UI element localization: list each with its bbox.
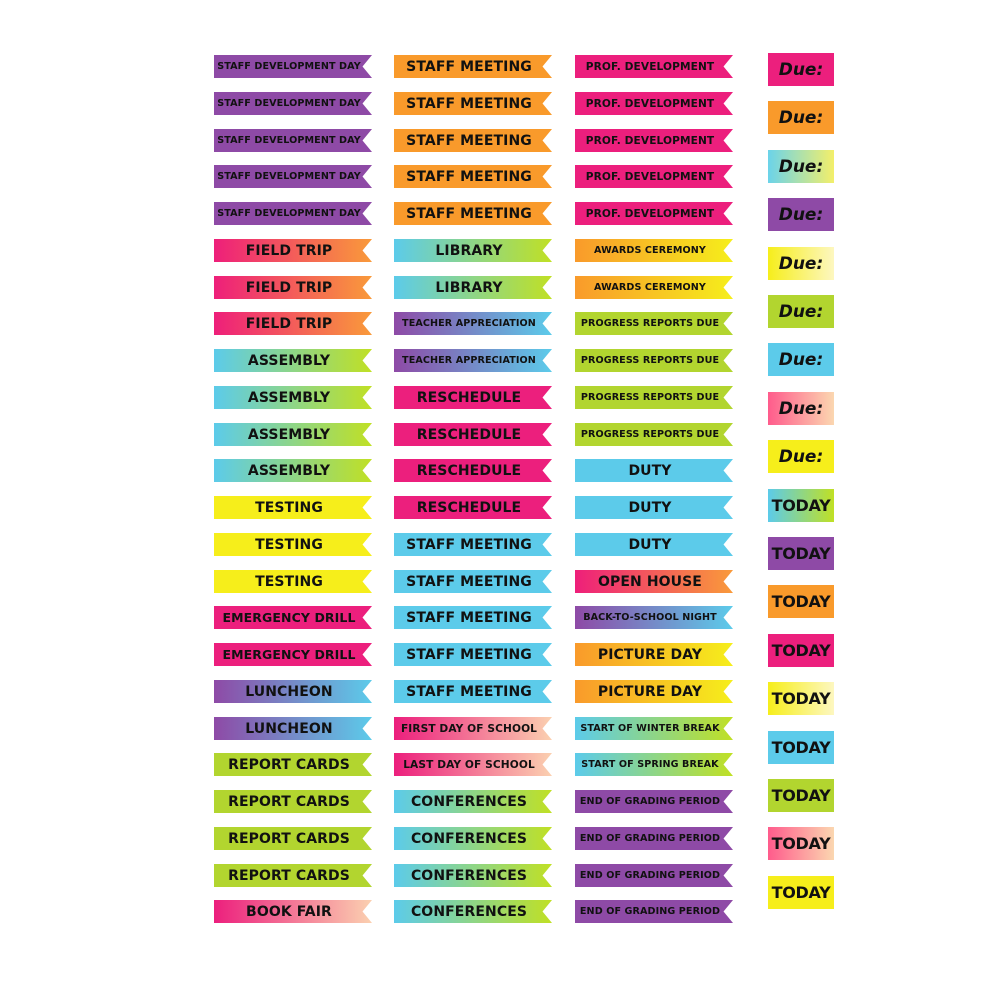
banner-sticker-reschedule: RESCHEDULE — [394, 386, 552, 409]
banner-sticker-report-cards: REPORT CARDS — [214, 864, 372, 887]
banner-sticker-emergency-drill: EMERGENCY DRILL — [214, 643, 372, 666]
banner-sticker-staff-development-day: STAFF DEVELOPMENT DAY — [214, 129, 372, 152]
banner-sticker-first-day-of-school: FIRST DAY OF SCHOOL — [394, 717, 552, 740]
today-tag-sticker: TODAY — [768, 731, 834, 764]
banner-sticker-staff-meeting: STAFF MEETING — [394, 202, 552, 225]
banner-sticker-testing: TESTING — [214, 570, 372, 593]
banner-sticker-picture-day: PICTURE DAY — [575, 680, 733, 703]
banner-sticker-conferences: CONFERENCES — [394, 827, 552, 850]
banner-sticker-progress-reports-due: PROGRESS REPORTS DUE — [575, 349, 733, 372]
banner-sticker-staff-development-day: STAFF DEVELOPMENT DAY — [214, 92, 372, 115]
banner-sticker-assembly: ASSEMBLY — [214, 386, 372, 409]
banner-sticker-duty: DUTY — [575, 533, 733, 556]
banner-sticker-conferences: CONFERENCES — [394, 864, 552, 887]
banner-sticker-progress-reports-due: PROGRESS REPORTS DUE — [575, 423, 733, 446]
due-tag-sticker: Due: — [768, 150, 834, 183]
banner-sticker-start-of-spring-break: START OF SPRING BREAK — [575, 753, 733, 776]
banner-sticker-assembly: ASSEMBLY — [214, 349, 372, 372]
today-tag-sticker: TODAY — [768, 537, 834, 570]
banner-sticker-open-house: OPEN HOUSE — [575, 570, 733, 593]
banner-sticker-last-day-of-school: LAST DAY OF SCHOOL — [394, 753, 552, 776]
due-tag-sticker: Due: — [768, 392, 834, 425]
today-tag-sticker: TODAY — [768, 827, 834, 860]
banner-sticker-end-of-grading-period: END OF GRADING PERIOD — [575, 827, 733, 850]
banner-sticker-conferences: CONFERENCES — [394, 790, 552, 813]
banner-sticker-progress-reports-due: PROGRESS REPORTS DUE — [575, 312, 733, 335]
banner-sticker-assembly: ASSEMBLY — [214, 459, 372, 482]
banner-sticker-progress-reports-due: PROGRESS REPORTS DUE — [575, 386, 733, 409]
due-tag-sticker: Due: — [768, 343, 834, 376]
banner-sticker-report-cards: REPORT CARDS — [214, 827, 372, 850]
banner-sticker-awards-ceremony: AWARDS CEREMONY — [575, 239, 733, 262]
banner-sticker-staff-development-day: STAFF DEVELOPMENT DAY — [214, 55, 372, 78]
banner-sticker-testing: TESTING — [214, 496, 372, 519]
today-tag-sticker: TODAY — [768, 489, 834, 522]
banner-sticker-reschedule: RESCHEDULE — [394, 459, 552, 482]
banner-sticker-end-of-grading-period: END OF GRADING PERIOD — [575, 790, 733, 813]
banner-sticker-luncheon: LUNCHEON — [214, 680, 372, 703]
banner-sticker-staff-meeting: STAFF MEETING — [394, 129, 552, 152]
banner-sticker-prof-development: PROF. DEVELOPMENT — [575, 55, 733, 78]
banner-sticker-prof-development: PROF. DEVELOPMENT — [575, 202, 733, 225]
banner-sticker-teacher-appreciation: TEACHER APPRECIATION — [394, 349, 552, 372]
banner-sticker-staff-development-day: STAFF DEVELOPMENT DAY — [214, 202, 372, 225]
banner-sticker-staff-meeting: STAFF MEETING — [394, 570, 552, 593]
due-tag-sticker: Due: — [768, 101, 834, 134]
banner-sticker-report-cards: REPORT CARDS — [214, 753, 372, 776]
today-tag-sticker: TODAY — [768, 682, 834, 715]
due-tag-sticker: Due: — [768, 295, 834, 328]
today-tag-sticker: TODAY — [768, 634, 834, 667]
due-tag-sticker: Due: — [768, 198, 834, 231]
banner-sticker-report-cards: REPORT CARDS — [214, 790, 372, 813]
banner-sticker-end-of-grading-period: END OF GRADING PERIOD — [575, 900, 733, 923]
banner-sticker-luncheon: LUNCHEON — [214, 717, 372, 740]
banner-sticker-assembly: ASSEMBLY — [214, 423, 372, 446]
banner-sticker-testing: TESTING — [214, 533, 372, 556]
banner-sticker-staff-meeting: STAFF MEETING — [394, 533, 552, 556]
banner-sticker-back-to-school-night: BACK-TO-SCHOOL NIGHT — [575, 606, 733, 629]
due-tag-sticker: Due: — [768, 247, 834, 280]
banner-sticker-reschedule: RESCHEDULE — [394, 496, 552, 519]
due-tag-sticker: Due: — [768, 53, 834, 86]
due-tag-sticker: Due: — [768, 440, 834, 473]
banner-sticker-end-of-grading-period: END OF GRADING PERIOD — [575, 864, 733, 887]
banner-sticker-picture-day: PICTURE DAY — [575, 643, 733, 666]
banner-sticker-staff-meeting: STAFF MEETING — [394, 643, 552, 666]
banner-sticker-staff-meeting: STAFF MEETING — [394, 92, 552, 115]
banner-sticker-start-of-winter-break: START OF WINTER BREAK — [575, 717, 733, 740]
banner-sticker-prof-development: PROF. DEVELOPMENT — [575, 129, 733, 152]
banner-sticker-duty: DUTY — [575, 496, 733, 519]
banner-sticker-prof-development: PROF. DEVELOPMENT — [575, 92, 733, 115]
banner-sticker-teacher-appreciation: TEACHER APPRECIATION — [394, 312, 552, 335]
banner-sticker-field-trip: FIELD TRIP — [214, 239, 372, 262]
banner-sticker-conferences: CONFERENCES — [394, 900, 552, 923]
banner-sticker-field-trip: FIELD TRIP — [214, 276, 372, 299]
banner-sticker-library: LIBRARY — [394, 276, 552, 299]
banner-sticker-staff-development-day: STAFF DEVELOPMENT DAY — [214, 165, 372, 188]
banner-sticker-staff-meeting: STAFF MEETING — [394, 606, 552, 629]
banner-sticker-staff-meeting: STAFF MEETING — [394, 55, 552, 78]
today-tag-sticker: TODAY — [768, 585, 834, 618]
banner-sticker-awards-ceremony: AWARDS CEREMONY — [575, 276, 733, 299]
banner-sticker-staff-meeting: STAFF MEETING — [394, 165, 552, 188]
banner-sticker-prof-development: PROF. DEVELOPMENT — [575, 165, 733, 188]
today-tag-sticker: TODAY — [768, 876, 834, 909]
banner-sticker-library: LIBRARY — [394, 239, 552, 262]
banner-sticker-reschedule: RESCHEDULE — [394, 423, 552, 446]
banner-sticker-field-trip: FIELD TRIP — [214, 312, 372, 335]
banner-sticker-book-fair: BOOK FAIR — [214, 900, 372, 923]
banner-sticker-emergency-drill: EMERGENCY DRILL — [214, 606, 372, 629]
today-tag-sticker: TODAY — [768, 779, 834, 812]
banner-sticker-duty: DUTY — [575, 459, 733, 482]
banner-sticker-staff-meeting: STAFF MEETING — [394, 680, 552, 703]
